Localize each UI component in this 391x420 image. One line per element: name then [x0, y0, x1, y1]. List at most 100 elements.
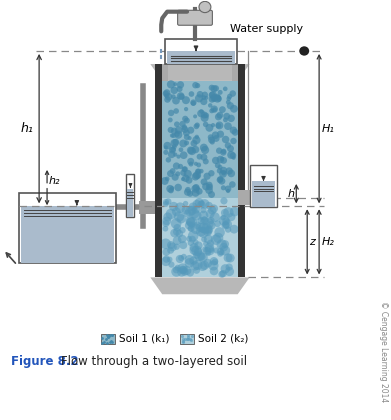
- Point: [196, 153, 203, 160]
- Point: [196, 242, 202, 249]
- Text: Figure 8.2: Figure 8.2: [11, 355, 79, 368]
- Point: [228, 115, 234, 122]
- Point: [192, 173, 199, 180]
- Point: [192, 146, 199, 153]
- Point: [167, 256, 173, 263]
- Point: [179, 236, 185, 242]
- Point: [196, 252, 203, 259]
- Point: [187, 257, 193, 263]
- Text: z: z: [309, 237, 315, 247]
- Point: [171, 140, 178, 147]
- Point: [222, 136, 229, 143]
- Point: [198, 110, 204, 117]
- Point: [213, 247, 219, 254]
- Point: [163, 201, 169, 207]
- Point: [167, 185, 173, 192]
- Point: [173, 163, 179, 169]
- Point: [190, 204, 196, 210]
- Point: [200, 207, 206, 213]
- Point: [214, 95, 221, 102]
- Point: [225, 142, 231, 149]
- Point: [179, 338, 186, 344]
- Point: [206, 202, 212, 209]
- Point: [209, 96, 215, 103]
- Point: [179, 335, 186, 342]
- Point: [172, 174, 178, 181]
- Point: [219, 249, 225, 256]
- Point: [194, 247, 200, 254]
- Point: [192, 189, 199, 196]
- Point: [196, 199, 203, 206]
- Point: [209, 207, 215, 214]
- Point: [192, 185, 199, 192]
- Point: [188, 161, 194, 168]
- Point: [225, 99, 231, 105]
- Point: [217, 131, 224, 137]
- Point: [171, 128, 178, 134]
- Point: [225, 123, 231, 129]
- Point: [168, 187, 174, 194]
- Text: h: h: [287, 189, 294, 199]
- Point: [210, 122, 216, 129]
- Point: [207, 210, 213, 217]
- Point: [208, 136, 215, 143]
- Point: [180, 176, 186, 182]
- Point: [203, 228, 210, 234]
- Point: [209, 92, 215, 99]
- Point: [176, 213, 182, 220]
- Point: [194, 252, 200, 259]
- Point: [199, 263, 206, 270]
- Point: [187, 225, 194, 232]
- Point: [221, 148, 227, 155]
- Point: [175, 171, 181, 177]
- Point: [192, 82, 199, 89]
- Point: [187, 208, 193, 215]
- Point: [172, 139, 179, 145]
- Point: [196, 162, 202, 168]
- Point: [184, 267, 190, 274]
- FancyBboxPatch shape: [178, 10, 212, 25]
- Point: [176, 126, 182, 133]
- Point: [195, 168, 201, 175]
- Text: Water supply: Water supply: [230, 24, 303, 34]
- Bar: [165, 39, 237, 64]
- Point: [227, 102, 233, 109]
- Point: [195, 248, 201, 255]
- Point: [163, 199, 169, 205]
- Bar: [140, 201, 155, 214]
- Point: [184, 210, 190, 217]
- Bar: [251, 181, 275, 207]
- Point: [170, 168, 176, 174]
- Point: [109, 338, 115, 345]
- Point: [178, 146, 184, 153]
- Point: [170, 93, 176, 100]
- Point: [209, 139, 215, 145]
- Point: [216, 96, 222, 102]
- Point: [203, 158, 209, 165]
- Point: [183, 207, 189, 214]
- Point: [176, 230, 183, 237]
- Point: [222, 247, 228, 254]
- Text: H₂: H₂: [322, 237, 335, 247]
- Point: [167, 170, 174, 177]
- Point: [164, 176, 170, 182]
- Point: [212, 132, 219, 139]
- Point: [194, 267, 200, 274]
- Point: [205, 236, 212, 242]
- Point: [107, 332, 113, 339]
- Point: [109, 332, 115, 339]
- Point: [191, 244, 197, 251]
- Point: [226, 93, 233, 100]
- Point: [201, 98, 207, 105]
- Point: [194, 82, 201, 89]
- Point: [210, 92, 216, 98]
- Point: [222, 210, 228, 216]
- Point: [226, 95, 232, 102]
- Point: [201, 178, 207, 185]
- Point: [221, 244, 227, 251]
- Point: [173, 108, 179, 114]
- Point: [183, 139, 190, 146]
- Point: [227, 145, 233, 152]
- Bar: [19, 193, 116, 263]
- Point: [195, 173, 201, 179]
